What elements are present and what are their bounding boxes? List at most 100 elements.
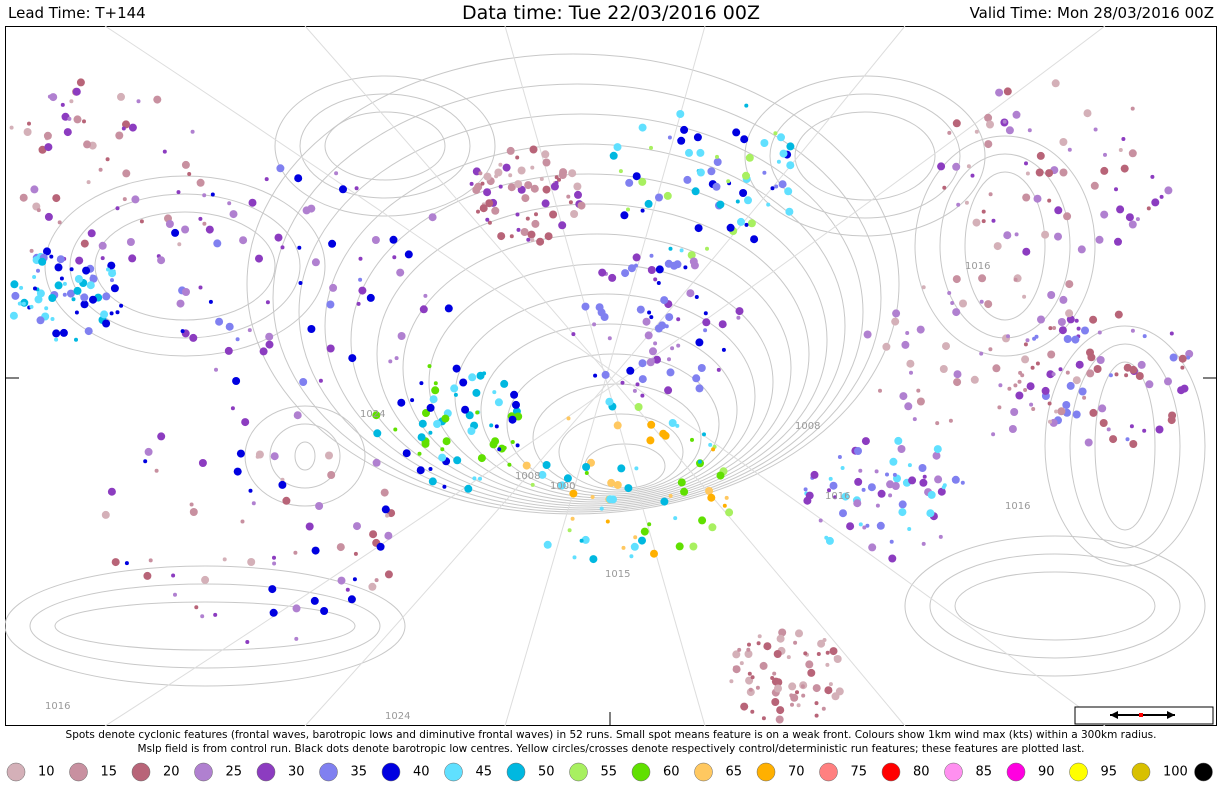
legend-label: 20: [163, 765, 180, 780]
spot: [673, 516, 678, 521]
spot: [537, 239, 542, 244]
spot: [778, 628, 787, 637]
legend-label: 10: [38, 765, 55, 780]
spot: [746, 688, 755, 697]
spot: [659, 429, 668, 438]
spot: [56, 255, 65, 264]
spot: [426, 403, 435, 412]
spot: [358, 277, 363, 282]
spot: [625, 178, 634, 187]
spot: [384, 531, 393, 540]
spot: [632, 388, 637, 393]
isobar: [904, 535, 1206, 677]
spot: [1035, 168, 1044, 177]
spot: [774, 678, 783, 687]
spot: [187, 172, 192, 176]
spot: [1082, 395, 1087, 400]
spot: [531, 219, 540, 228]
spot: [60, 102, 65, 107]
legend: 10 15 20 25 30 35 40 45 50 55 60 65 70 75 80 85 90 95 100: [6, 762, 1213, 782]
spot: [582, 463, 591, 471]
spot: [644, 331, 653, 340]
spot: [784, 187, 793, 196]
spot: [311, 546, 320, 555]
spot: [938, 534, 943, 539]
spot: [450, 384, 459, 393]
spot: [1100, 210, 1109, 219]
spot: [626, 207, 630, 212]
spot: [268, 585, 277, 594]
spot: [1006, 334, 1010, 339]
spot: [732, 650, 741, 659]
spot: [1128, 149, 1137, 158]
legend-swatch: [631, 762, 651, 782]
spot: [744, 222, 749, 227]
spot: [52, 329, 61, 338]
spot: [979, 351, 984, 356]
isobar: [272, 83, 882, 513]
spot: [825, 536, 834, 545]
spot: [566, 194, 571, 199]
spot: [613, 421, 622, 430]
spot: [491, 437, 500, 446]
legend-label: 75: [851, 765, 868, 780]
spot: [417, 451, 422, 456]
spot: [366, 293, 375, 302]
legend-label: 85: [976, 765, 993, 780]
spot: [655, 193, 663, 202]
legend-label: 60: [663, 765, 680, 780]
spot: [465, 411, 474, 420]
spot: [520, 228, 529, 236]
spot: [1093, 127, 1098, 132]
spot: [952, 308, 961, 317]
spot: [373, 429, 382, 438]
spot: [1041, 230, 1050, 239]
spot: [326, 300, 335, 309]
spot: [952, 162, 961, 171]
spot: [1057, 318, 1066, 326]
spot: [948, 418, 953, 423]
spot: [205, 225, 214, 234]
spot: [563, 474, 572, 483]
spot: [227, 201, 232, 206]
spot: [48, 294, 57, 302]
spot: [80, 293, 89, 302]
spot: [418, 419, 427, 428]
spot: [891, 482, 900, 490]
spot: [899, 392, 908, 401]
spot: [36, 289, 45, 298]
spot: [725, 508, 734, 517]
spot: [640, 527, 649, 536]
spot: [438, 453, 447, 462]
spot: [668, 493, 673, 498]
spot: [1065, 309, 1074, 318]
spot: [82, 266, 91, 275]
spot: [1081, 326, 1089, 335]
spot: [790, 702, 794, 707]
spot: [829, 647, 838, 656]
spot: [404, 250, 413, 259]
spot: [1076, 326, 1081, 331]
spot: [759, 661, 768, 670]
spot: [255, 254, 263, 263]
spot: [569, 489, 578, 498]
spot: [1048, 326, 1053, 331]
spot: [492, 390, 497, 395]
spot: [478, 476, 482, 481]
spot: [380, 488, 389, 497]
spot: [259, 347, 268, 356]
spot: [108, 269, 117, 278]
spot: [632, 172, 641, 181]
spot: [173, 592, 177, 597]
spot: [236, 449, 245, 458]
spot: [171, 228, 180, 237]
spot: [538, 470, 547, 479]
spot: [689, 257, 698, 266]
spot: [1142, 428, 1147, 433]
graticule: [104, 26, 1106, 726]
spot: [1022, 247, 1031, 256]
spot: [839, 509, 847, 518]
spot: [47, 94, 52, 99]
spot: [952, 275, 961, 284]
spot: [467, 427, 476, 435]
